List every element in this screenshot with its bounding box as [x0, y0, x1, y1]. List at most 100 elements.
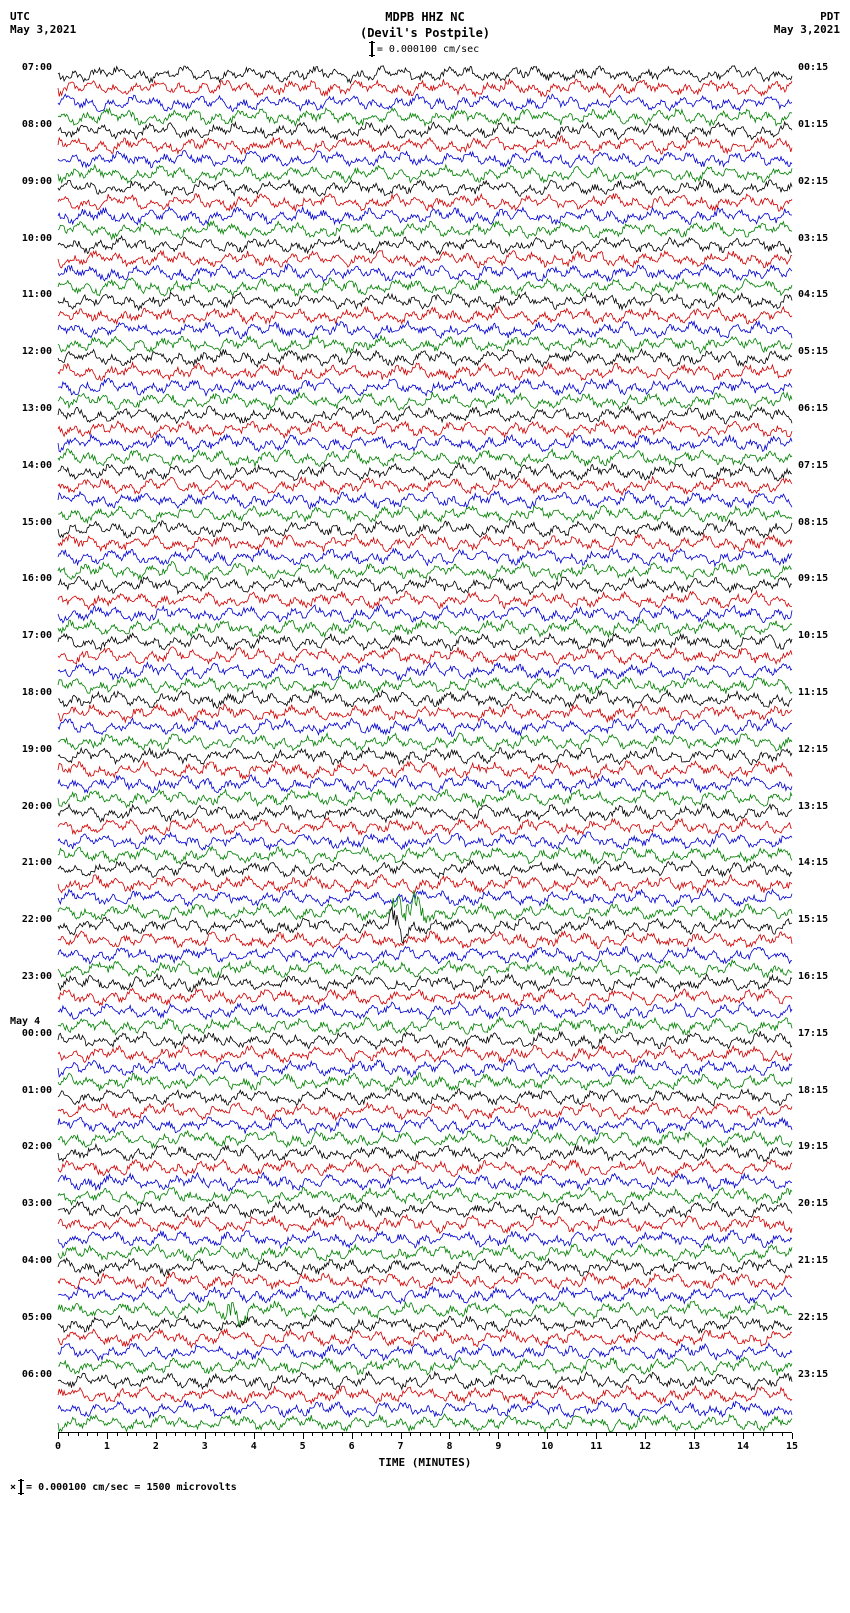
x-tick-minor [528, 1433, 529, 1436]
y-label-right: 03:15 [798, 233, 840, 244]
y-label-left: 19:00 [10, 744, 52, 755]
x-tick-minor [626, 1433, 627, 1436]
x-tick-minor [264, 1433, 265, 1436]
x-tick [156, 1433, 157, 1439]
x-tick-minor [479, 1433, 480, 1436]
x-tick-minor [440, 1433, 441, 1436]
y-label-left: 16:00 [10, 573, 52, 584]
y-label-right: 02:15 [798, 176, 840, 187]
x-tick-minor [371, 1433, 372, 1436]
x-tick-minor [166, 1433, 167, 1436]
y-label-left: 17:00 [10, 630, 52, 641]
x-tick-minor [675, 1433, 676, 1436]
x-tick-minor [665, 1433, 666, 1436]
x-tick-minor [234, 1433, 235, 1436]
x-tick-minor [508, 1433, 509, 1436]
x-tick-minor [577, 1433, 578, 1436]
y-label-right: 22:15 [798, 1312, 840, 1323]
x-tick [645, 1433, 646, 1439]
date-right: May 3,2021 [774, 23, 840, 36]
x-tick [352, 1433, 353, 1439]
header-left: UTC May 3,2021 [10, 10, 76, 36]
y-label-left: 23:00 [10, 971, 52, 982]
y-label-right: 15:15 [798, 914, 840, 925]
x-tick-minor [117, 1433, 118, 1436]
y-label-right: 16:15 [798, 971, 840, 982]
scale-bar-icon [371, 41, 373, 57]
x-tick-minor [68, 1433, 69, 1436]
station-id: MDPB HHZ NC [76, 10, 774, 26]
date-break-label: May 4 [10, 1016, 52, 1027]
x-tick [449, 1433, 450, 1439]
x-tick-minor [430, 1433, 431, 1436]
x-tick-minor [420, 1433, 421, 1436]
y-label-left: 08:00 [10, 119, 52, 130]
x-tick [596, 1433, 597, 1439]
x-tick-minor [293, 1433, 294, 1436]
x-tick-minor [567, 1433, 568, 1436]
x-tick-minor [195, 1433, 196, 1436]
x-tick-minor [518, 1433, 519, 1436]
y-label-left: 13:00 [10, 403, 52, 414]
x-tick-minor [332, 1433, 333, 1436]
y-label-left: 07:00 [10, 62, 52, 73]
x-tick-label: 6 [349, 1441, 355, 1452]
x-tick-minor [733, 1433, 734, 1436]
x-tick-minor [459, 1433, 460, 1436]
footer-text: = 0.000100 cm/sec = 1500 microvolts [26, 1482, 237, 1493]
x-tick-minor [557, 1433, 558, 1436]
footer: × = 0.000100 cm/sec = 1500 microvolts [10, 1479, 840, 1495]
x-tick-minor [782, 1433, 783, 1436]
x-tick-minor [312, 1433, 313, 1436]
y-label-right: 17:15 [798, 1028, 840, 1039]
x-tick-label: 0 [55, 1441, 61, 1452]
x-tick-label: 9 [495, 1441, 501, 1452]
plot-region [58, 63, 792, 1433]
x-tick-label: 2 [153, 1441, 159, 1452]
x-tick-minor [87, 1433, 88, 1436]
x-tick-minor [146, 1433, 147, 1436]
y-label-left: 22:00 [10, 914, 52, 925]
x-tick-minor [224, 1433, 225, 1436]
header-right: PDT May 3,2021 [774, 10, 840, 36]
x-axis-title: TIME (MINUTES) [379, 1456, 472, 1469]
y-label-right: 07:15 [798, 460, 840, 471]
x-tick-label: 10 [541, 1441, 553, 1452]
y-label-right: 04:15 [798, 289, 840, 300]
x-tick-minor [322, 1433, 323, 1436]
x-tick-minor [215, 1433, 216, 1436]
x-tick [254, 1433, 255, 1439]
x-tick-minor [616, 1433, 617, 1436]
y-label-left: 21:00 [10, 857, 52, 868]
x-tick-minor [273, 1433, 274, 1436]
x-tick-minor [127, 1433, 128, 1436]
x-tick-minor [586, 1433, 587, 1436]
y-label-right: 23:15 [798, 1369, 840, 1380]
y-label-right: 14:15 [798, 857, 840, 868]
x-tick-label: 8 [446, 1441, 452, 1452]
y-label-left: 05:00 [10, 1312, 52, 1323]
x-tick-minor [538, 1433, 539, 1436]
x-tick-minor [606, 1433, 607, 1436]
x-tick-minor [185, 1433, 186, 1436]
x-tick [303, 1433, 304, 1439]
y-label-right: 19:15 [798, 1141, 840, 1152]
x-tick-label: 4 [251, 1441, 257, 1452]
x-tick [107, 1433, 108, 1439]
x-tick-minor [714, 1433, 715, 1436]
x-tick-minor [704, 1433, 705, 1436]
scale-text: = 0.000100 cm/sec [377, 44, 479, 55]
x-tick-minor [410, 1433, 411, 1436]
header: UTC May 3,2021 MDPB HHZ NC (Devil's Post… [10, 10, 840, 57]
y-label-left: 12:00 [10, 346, 52, 357]
x-tick-minor [342, 1433, 343, 1436]
x-tick-label: 15 [786, 1441, 798, 1452]
x-tick [205, 1433, 206, 1439]
y-label-right: 12:15 [798, 744, 840, 755]
y-label-left: 14:00 [10, 460, 52, 471]
x-tick-minor [391, 1433, 392, 1436]
y-label-left: 20:00 [10, 801, 52, 812]
station-name: (Devil's Postpile) [76, 26, 774, 42]
x-tick-minor [97, 1433, 98, 1436]
x-tick [58, 1433, 59, 1439]
